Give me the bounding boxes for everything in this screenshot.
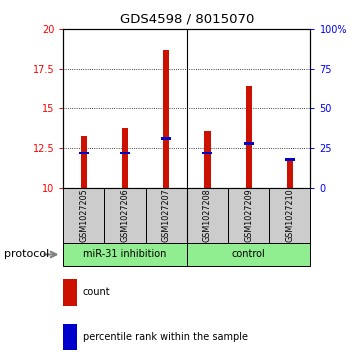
Bar [122, 127, 128, 188]
Bar [285, 158, 295, 160]
Bar [120, 152, 130, 154]
Bar [163, 50, 169, 188]
Text: GSM1027206: GSM1027206 [121, 188, 130, 242]
Text: GSM1027205: GSM1027205 [79, 188, 88, 242]
Text: GSM1027210: GSM1027210 [285, 188, 294, 242]
Bar [81, 135, 87, 188]
Bar [63, 324, 77, 350]
Text: GDS4598 / 8015070: GDS4598 / 8015070 [119, 13, 254, 26]
Bar [145, 188, 187, 242]
Text: GSM1027209: GSM1027209 [244, 188, 253, 242]
Text: control: control [232, 249, 265, 260]
Bar [79, 152, 89, 154]
Text: protocol: protocol [4, 249, 49, 260]
Bar [244, 142, 253, 144]
Bar [245, 86, 252, 188]
Text: GSM1027207: GSM1027207 [162, 188, 171, 242]
Bar [204, 131, 210, 188]
Bar [187, 188, 228, 242]
Bar [203, 152, 212, 154]
Bar [104, 188, 145, 242]
Text: percentile rank within the sample: percentile rank within the sample [83, 332, 248, 342]
Text: miR-31 inhibition: miR-31 inhibition [83, 249, 167, 260]
Text: GSM1027208: GSM1027208 [203, 188, 212, 242]
Bar [63, 279, 77, 306]
Bar [63, 242, 187, 266]
Bar [228, 188, 269, 242]
Bar [187, 242, 310, 266]
Bar [269, 188, 310, 242]
Bar [287, 159, 293, 188]
Text: count: count [83, 287, 110, 297]
Bar [161, 138, 171, 140]
Bar [63, 188, 104, 242]
